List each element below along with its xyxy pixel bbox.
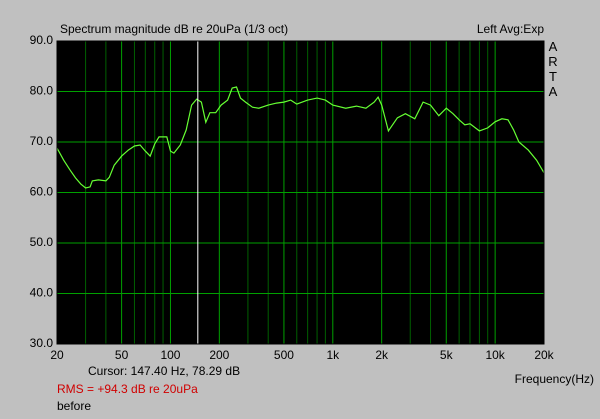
rms-label: RMS = +94.3 dB re 20uPa	[57, 382, 198, 396]
x-tick-label: 20k	[534, 348, 554, 362]
y-tick-label: 70.0	[30, 134, 54, 148]
y-tick-label: 50.0	[30, 235, 54, 249]
y-tick-label: 40.0	[30, 286, 54, 300]
x-tick-label: 100	[160, 348, 180, 362]
note: before	[57, 399, 91, 413]
x-axis-label: Frequency(Hz)	[515, 372, 594, 386]
x-tick-label: 20	[50, 348, 64, 362]
x-tick-label: 2k	[375, 348, 389, 362]
channel-label: Left Avg:Exp	[477, 22, 544, 36]
chart-title: Spectrum magnitude dB re 20uPa (1/3 oct)	[60, 22, 288, 36]
y-tick-label: 90.0	[30, 33, 54, 47]
x-tick-label: 10k	[485, 348, 505, 362]
x-tick-label: 1k	[326, 348, 340, 362]
x-tick-label: 200	[209, 348, 229, 362]
x-tick-label: 5k	[440, 348, 454, 362]
y-tick-label: 80.0	[30, 84, 54, 98]
y-tick-label: 60.0	[30, 185, 54, 199]
x-tick-label: 50	[115, 348, 129, 362]
plot-border	[56, 40, 545, 345]
x-tick-label: 500	[274, 348, 294, 362]
y-tick-label: 30.0	[30, 336, 54, 350]
cursor-label: Cursor: 147.40 Hz, 78.29 dB	[88, 364, 240, 378]
spectrum-line	[56, 86, 545, 189]
